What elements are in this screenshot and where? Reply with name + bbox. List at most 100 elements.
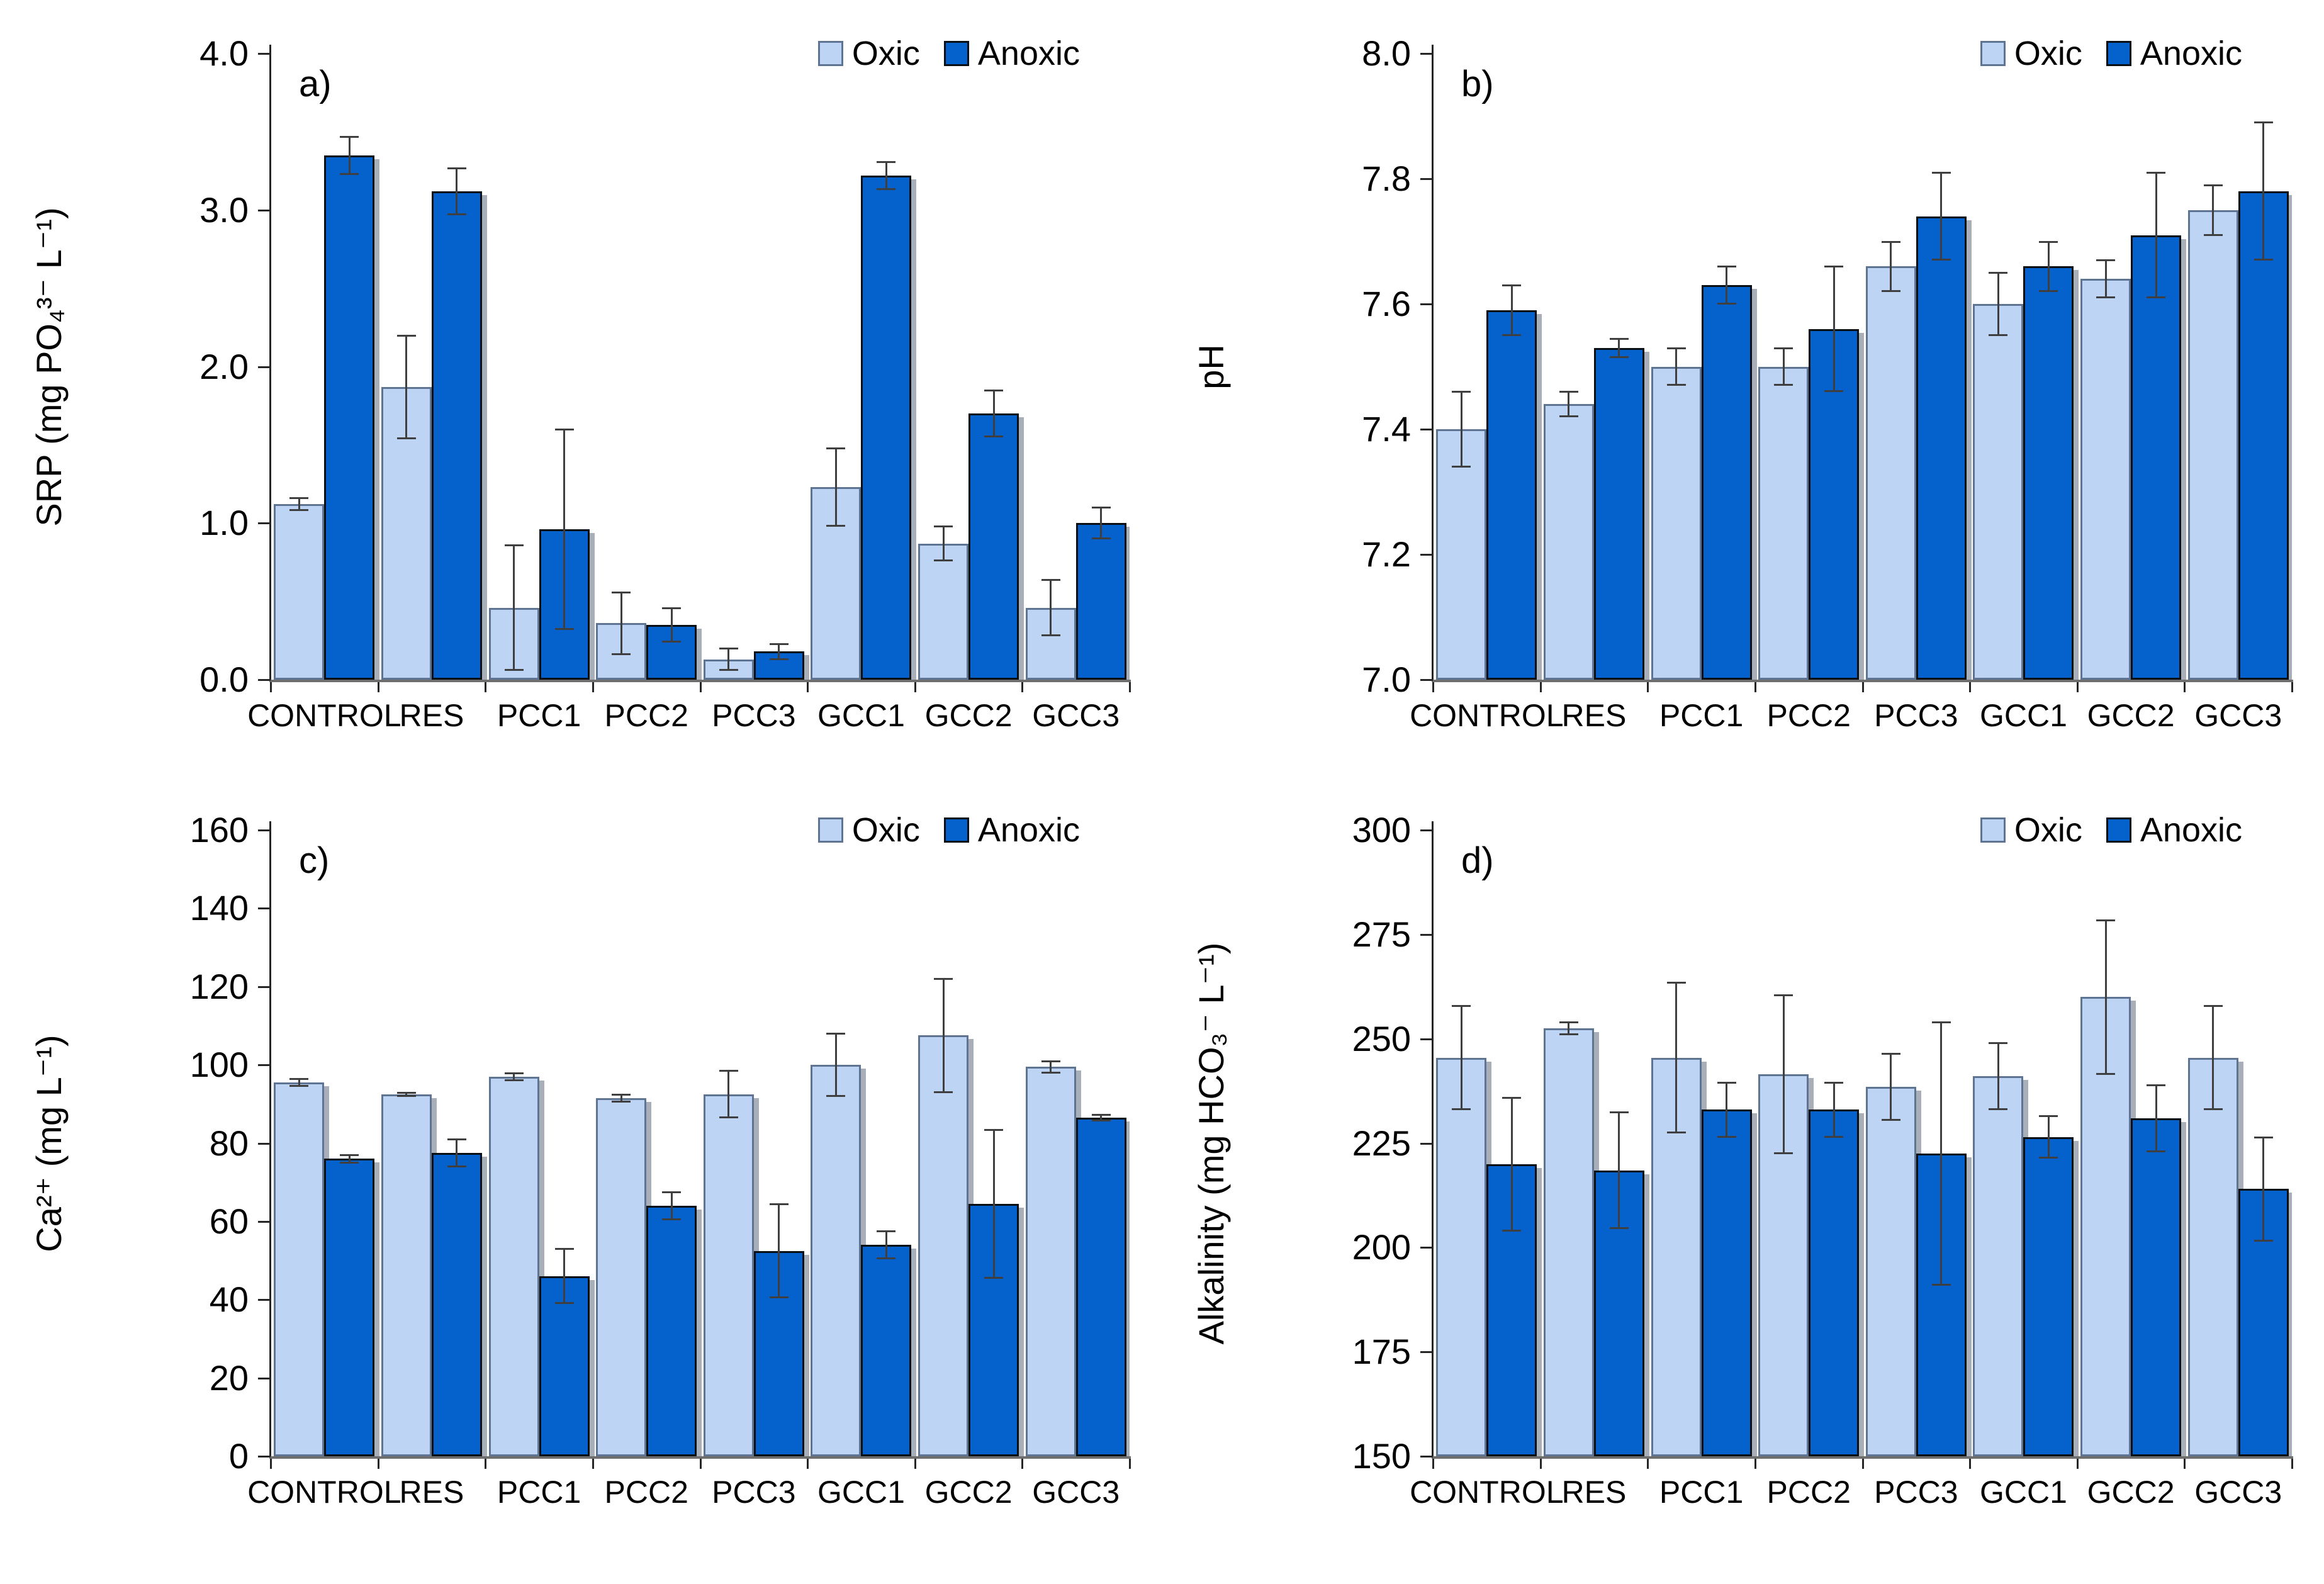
x-tick-label: CONTROL: [1410, 1474, 1564, 1510]
error-bar-anoxic-res-cap-bottom: [447, 1165, 466, 1167]
legend-item-anoxic: Anoxic: [2106, 813, 2242, 847]
plot-area: [271, 53, 1130, 680]
y-tick-label: 4.0: [199, 33, 249, 73]
error-bar-oxic-pcc2-cap-top: [612, 1093, 631, 1096]
x-tick-mark: [1539, 682, 1542, 692]
error-bar-anoxic-pcc3-cap-bottom: [1931, 1284, 1951, 1286]
error-bar-anoxic-pcc3-cap-top: [769, 1203, 789, 1205]
panel-letter: b): [1461, 64, 1494, 104]
y-tick-label: 7.2: [1362, 534, 1411, 574]
error-bar-anoxic-pcc1-cap-bottom: [1717, 303, 1736, 305]
error-bar-anoxic-res: [456, 167, 458, 215]
error-bar-oxic-pcc3-cap-top: [719, 648, 738, 650]
error-bar-anoxic-pcc1-cap-top: [1717, 1082, 1736, 1084]
legend-item-oxic: Oxic: [817, 37, 920, 70]
error-bar-oxic-res-cap-bottom: [396, 437, 416, 439]
error-bar-anoxic-res-cap-top: [447, 167, 466, 169]
x-tick-mark: [377, 1459, 379, 1469]
error-bar-oxic-gcc2-cap-bottom: [2096, 1073, 2116, 1076]
error-bar-oxic-gcc2-cap-top: [934, 978, 953, 980]
error-bar-oxic-gcc2-cap-top: [934, 525, 953, 528]
bar-oxic-gcc2: [918, 1035, 969, 1456]
error-bar-anoxic-pcc3-cap-top: [769, 643, 789, 645]
x-tick-label: GCC2: [924, 698, 1013, 733]
x-tick-label: PCC3: [1874, 1474, 1958, 1510]
error-bar-anoxic-pcc1-cap-bottom: [554, 628, 574, 631]
bar-oxic-pcc3: [1865, 266, 1916, 680]
bar-anoxic-gcc3: [1075, 1118, 1126, 1456]
panel-letter: c): [299, 840, 330, 881]
bar-anoxic-control: [1486, 310, 1537, 680]
y-tick-label: 120: [189, 966, 249, 1006]
x-tick-label: GCC3: [1032, 1474, 1120, 1510]
error-bar-oxic-pcc2-cap-bottom: [1774, 384, 1794, 386]
error-bar-oxic-res: [405, 1092, 408, 1096]
error-bar-oxic-gcc1-cap-bottom: [1989, 334, 2008, 336]
x-tick-mark: [2076, 682, 2079, 692]
error-bar-oxic-gcc3-cap-bottom: [2203, 1108, 2223, 1111]
x-tick-label: RES: [1561, 698, 1627, 733]
anoxic-swatch-icon: [2106, 41, 2131, 66]
x-tick-label: PCC2: [1766, 1474, 1851, 1510]
bar-anoxic-pcc3: [1916, 216, 1967, 680]
error-bar-anoxic-res-cap-top: [1609, 337, 1629, 340]
error-bar-oxic-gcc1: [1997, 272, 1999, 335]
error-bar-anoxic-gcc2-cap-bottom: [2147, 296, 2166, 299]
bar-oxic-pcc2: [1758, 366, 1809, 680]
y-tick-label: 0: [228, 1436, 249, 1476]
error-bar-anoxic-gcc1-cap-bottom: [2039, 1156, 2058, 1159]
error-bar-oxic-gcc3-cap-top: [1041, 1060, 1060, 1062]
x-tick-mark: [1129, 682, 1131, 692]
error-bar-anoxic-gcc1-cap-bottom: [877, 1257, 896, 1259]
legend-label: Oxic: [851, 811, 920, 849]
y-tick-label: 60: [209, 1201, 249, 1241]
x-axis-line: [269, 1456, 1131, 1459]
y-tick-mark: [1420, 429, 1433, 430]
bar-oxic-res: [1543, 404, 1594, 680]
bar-oxic-control: [274, 504, 325, 680]
error-bar-oxic-control: [1460, 391, 1462, 467]
error-bar-anoxic-pcc3-cap-top: [1931, 172, 1951, 174]
bar-oxic-res: [381, 1094, 432, 1456]
legend: Oxic Anoxic: [1980, 37, 2242, 70]
anoxic-swatch-icon: [943, 817, 969, 843]
y-tick-mark: [1420, 1351, 1433, 1354]
x-tick-label: PCC3: [1874, 698, 1958, 733]
error-bar-anoxic-gcc1: [885, 161, 887, 190]
error-bar-anoxic-control-cap-bottom: [340, 172, 359, 175]
error-bar-oxic-gcc1-cap-bottom: [1989, 1108, 2008, 1111]
error-bar-anoxic-pcc2-cap-bottom: [662, 1218, 682, 1220]
error-bar-anoxic-gcc3-cap-top: [1091, 507, 1111, 509]
error-bar-anoxic-pcc2-cap-bottom: [1824, 390, 1844, 393]
legend-label: Anoxic: [2140, 35, 2242, 72]
error-bar-anoxic-res: [1618, 338, 1620, 357]
x-tick-mark: [1647, 682, 1649, 692]
error-bar-anoxic-pcc1: [1726, 1082, 1728, 1137]
error-bar-oxic-control-cap-top: [289, 497, 309, 500]
bar-oxic-control: [274, 1082, 325, 1456]
y-axis-title: Ca²⁺ (mg L⁻¹): [29, 1034, 69, 1252]
x-tick-label: GCC3: [1032, 698, 1120, 733]
bar-anoxic-gcc1: [2023, 1137, 2074, 1456]
y-tick-label: 1.0: [199, 503, 249, 543]
error-bar-anoxic-control-cap-top: [1502, 284, 1522, 287]
oxic-swatch-icon: [817, 41, 843, 66]
y-tick-mark: [258, 907, 271, 910]
y-axis-line: [1432, 45, 1434, 681]
error-bar-oxic-pcc1-cap-bottom: [1666, 1131, 1686, 1133]
y-tick-mark: [258, 1377, 271, 1379]
error-bar-oxic-pcc3: [727, 1070, 730, 1118]
y-tick-label: 140: [189, 888, 249, 928]
error-bar-oxic-gcc1-cap-top: [1989, 1042, 2008, 1045]
bar-anoxic-gcc2: [968, 413, 1019, 680]
error-bar-oxic-gcc1-cap-bottom: [826, 1094, 846, 1097]
y-tick-mark: [258, 1299, 271, 1301]
x-tick-mark: [1861, 682, 1864, 692]
error-bar-anoxic-gcc2: [2155, 172, 2157, 298]
x-tick-label: RES: [399, 698, 464, 733]
y-tick-mark: [1420, 829, 1433, 831]
error-bar-oxic-res-cap-top: [396, 1091, 416, 1094]
error-bar-anoxic-gcc3-cap-top: [1091, 1114, 1111, 1116]
bar-anoxic-gcc2: [2131, 1118, 2182, 1456]
